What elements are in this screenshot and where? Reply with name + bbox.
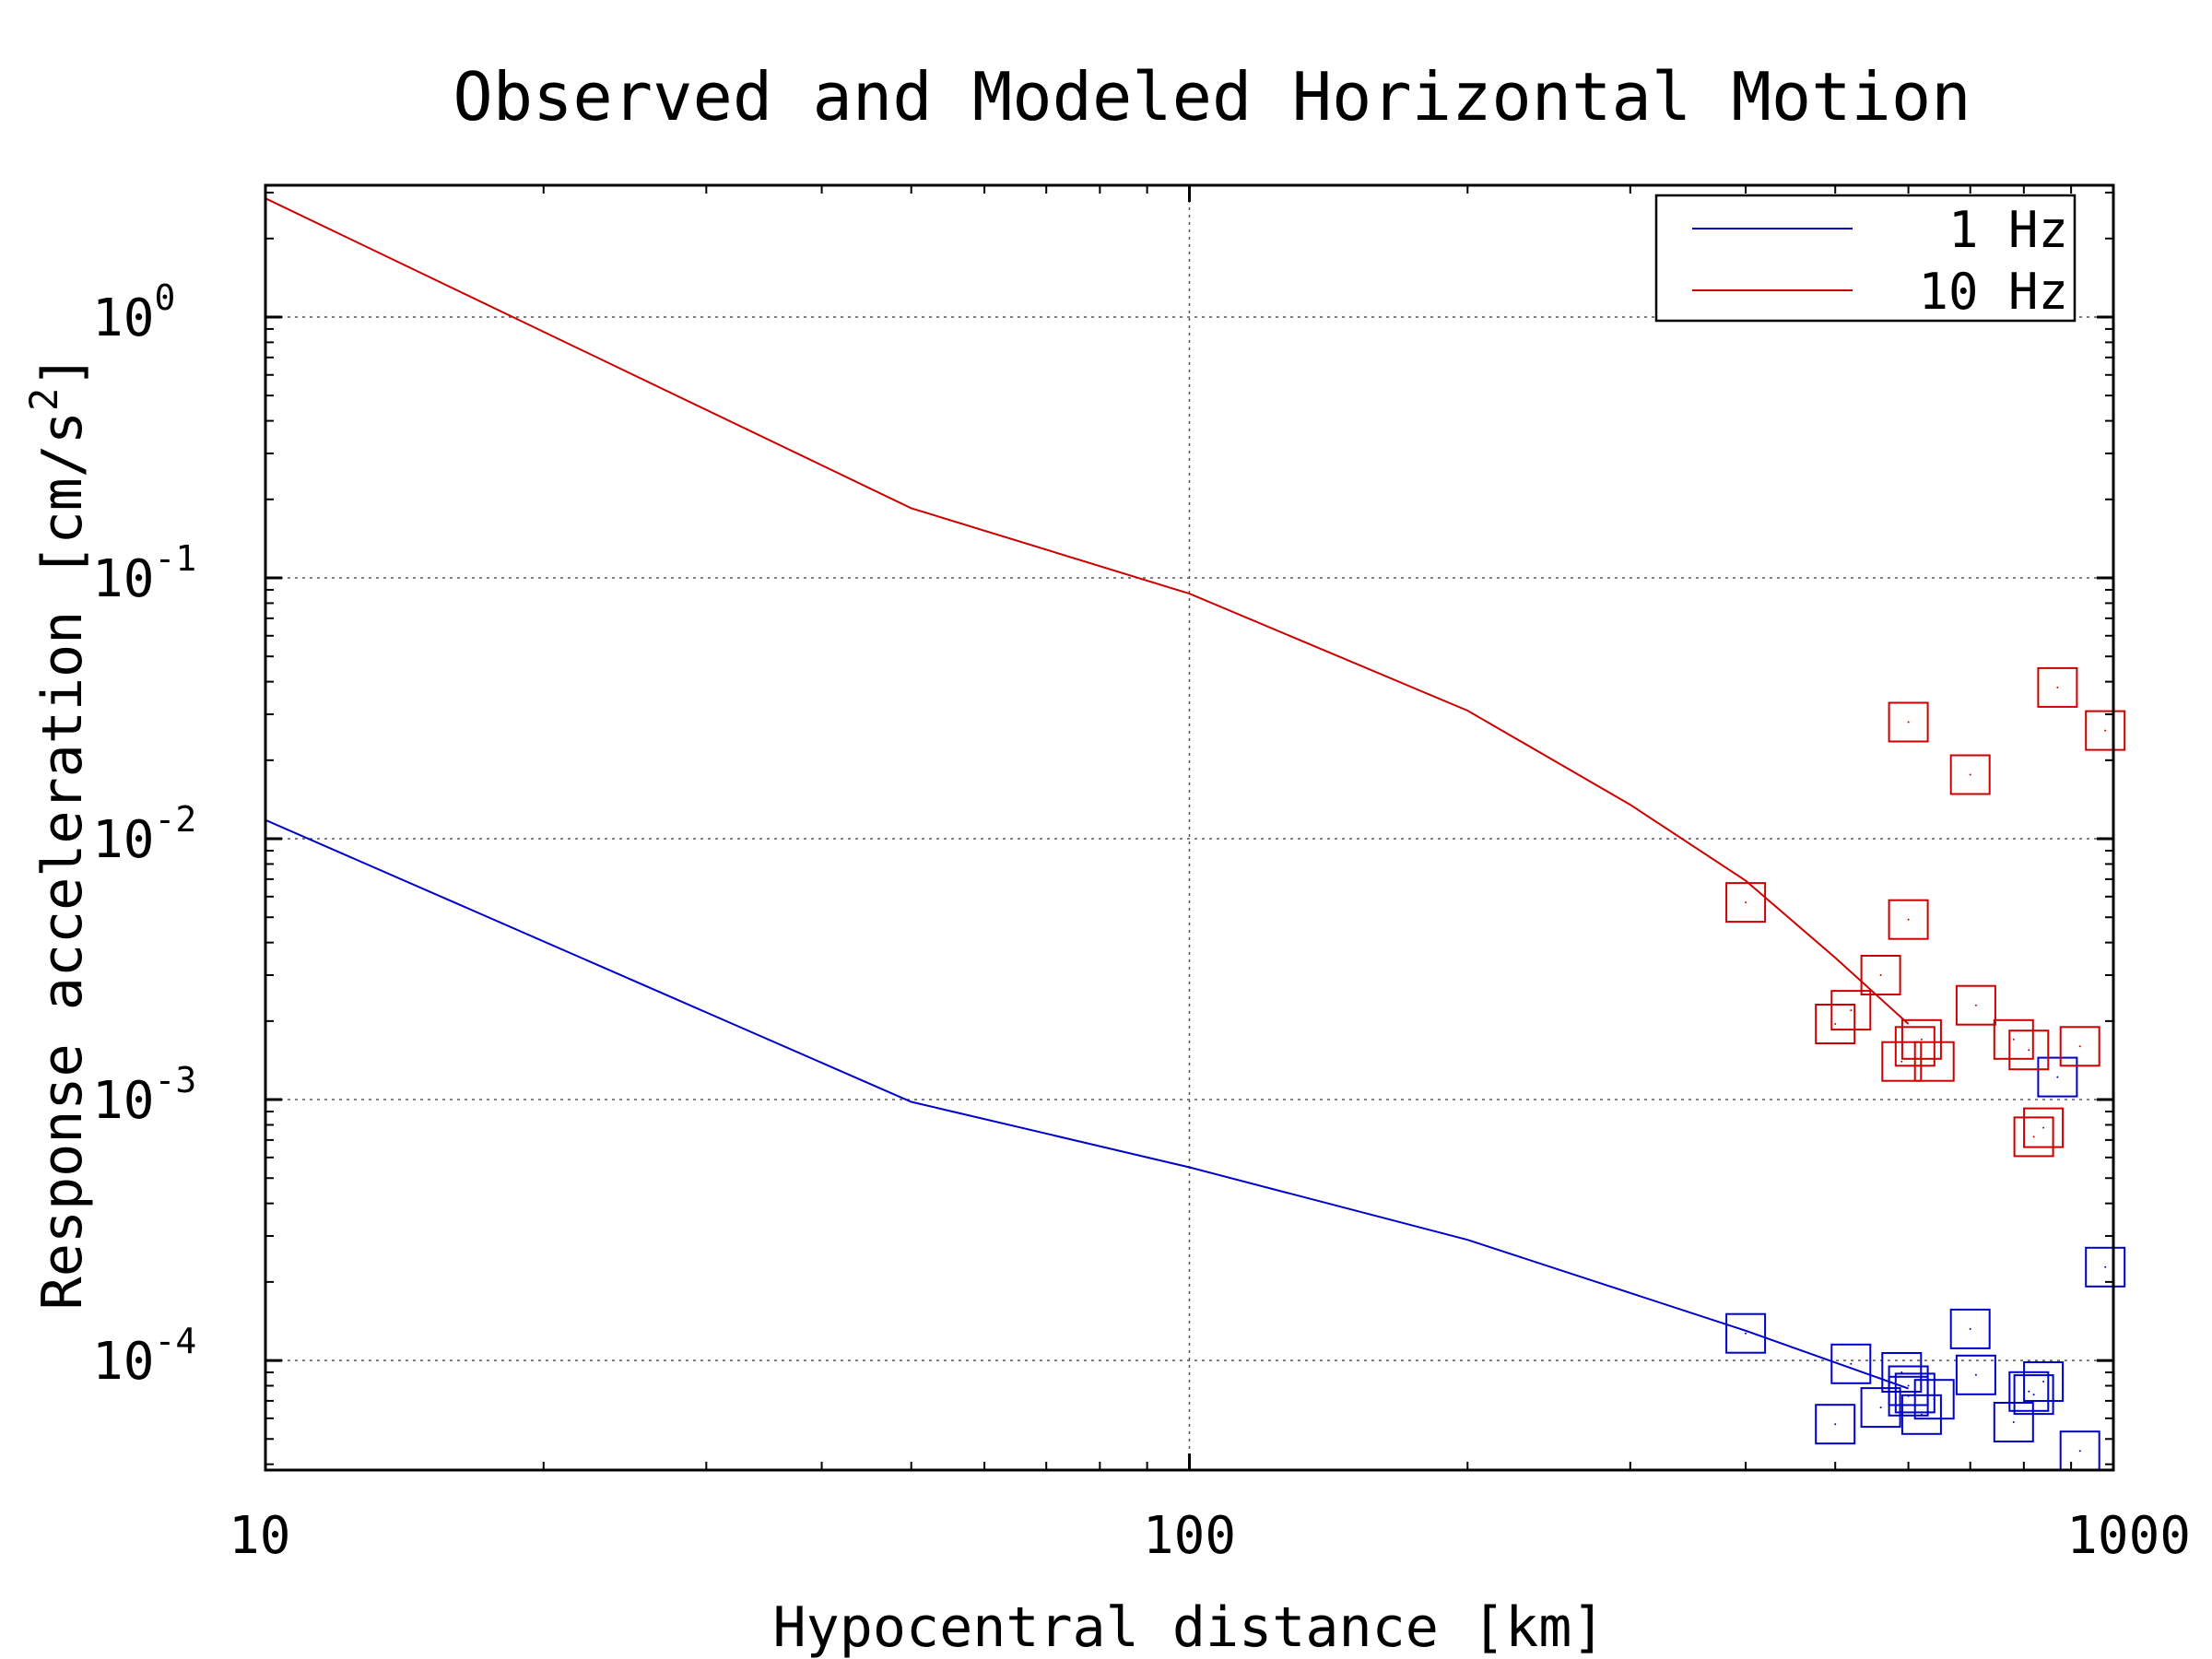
observed-point-center-10hz (2056, 686, 2059, 688)
observed-point-1hz (1913, 1379, 1955, 1420)
observed-point-10hz (1888, 899, 1929, 940)
x-axis-label: Hypocentral distance [km] (772, 1595, 1605, 1659)
y-tick-label: 10-2 (92, 799, 196, 870)
observed-point-1hz (1815, 1404, 1856, 1445)
observed-point-1hz (2008, 1371, 2050, 1412)
observed-point-10hz (2037, 666, 2078, 708)
observed-point-1hz (2085, 1246, 2126, 1288)
observed-point-10hz (1725, 882, 1767, 924)
observed-point-center-10hz (1745, 901, 1747, 904)
observed-point-1hz (1881, 1352, 1923, 1393)
observed-point-center-10hz (1969, 773, 1971, 776)
observed-point-center-1hz (1879, 1406, 1882, 1409)
y-axis-label: Response acceleration [cm/s2] (21, 355, 95, 1311)
observed-point-center-10hz (1907, 918, 1910, 921)
observed-point-1hz (1955, 1354, 1996, 1395)
y-tick-label: 100 (92, 277, 175, 348)
observed-point-center-10hz (1933, 1060, 1936, 1063)
x-tick-label: 10 (229, 1506, 290, 1566)
chart-title: Observed and Modeled Horizontal Motion (453, 58, 1971, 135)
observed-point-center-10hz (1974, 1004, 1977, 1006)
observed-point-10hz (2008, 1030, 2050, 1071)
observed-point-10hz (1949, 754, 1991, 795)
observed-points (1725, 666, 2126, 1472)
observed-point-1hz (1888, 1365, 1929, 1406)
observed-point-10hz (1900, 1018, 1942, 1060)
y-tick-label: 10-1 (92, 538, 196, 609)
observed-point-center-10hz (2028, 1049, 2030, 1052)
observed-point-center-1hz (1969, 1327, 1971, 1330)
x-tick-label: 100 (1143, 1506, 1236, 1566)
observed-point-center-10hz (1879, 974, 1882, 976)
observed-point-10hz (1993, 1018, 2034, 1060)
observed-point-1hz (2013, 1374, 2054, 1416)
observed-point-center-1hz (1920, 1413, 1923, 1416)
observed-point-center-10hz (1920, 1038, 1923, 1041)
tick-labels: 10-4 10-3 10-2 10-1 100 10 100 1000 (92, 277, 2191, 1566)
observed-point-1hz (2037, 1056, 2078, 1098)
observed-point-1hz (1949, 1308, 1991, 1349)
observed-point-1hz (2023, 1361, 2065, 1402)
observed-point-center-1hz (1834, 1423, 1837, 1426)
observed-point-center-10hz (1850, 1009, 1853, 1012)
observed-point-10hz (2059, 1026, 2100, 1067)
plot-frame (264, 183, 2115, 1472)
observed-point-10hz (1815, 1004, 1856, 1044)
legend-box (1654, 194, 2077, 323)
x-tick-label: 1000 (2066, 1506, 2191, 1566)
observed-point-center-1hz (2056, 1076, 2059, 1078)
observed-point-center-1hz (2032, 1394, 2035, 1396)
y-tick-label: 10-4 (92, 1321, 196, 1392)
observed-point-center-10hz (2012, 1038, 2015, 1041)
observed-point-center-10hz (1900, 1060, 1903, 1063)
observed-point-center-10hz (2042, 1126, 2045, 1129)
observed-point-center-1hz (1745, 1332, 1747, 1335)
model-line-10hz (265, 197, 1910, 1025)
observed-point-10hz (1830, 990, 1872, 1031)
observed-point-center-10hz (1834, 1023, 1837, 1025)
observed-point-1hz (1860, 1387, 1901, 1429)
observed-point-center-1hz (2042, 1381, 2045, 1382)
model-lines (265, 197, 1910, 1390)
model-line-1hz (265, 818, 1909, 1390)
observed-point-center-1hz (1850, 1362, 1853, 1365)
observed-point-10hz (1888, 701, 1929, 743)
observed-point-10hz (2085, 710, 2126, 751)
observed-point-center-10hz (2032, 1135, 2035, 1138)
observed-point-center-10hz (2104, 729, 2107, 732)
grid-lines (265, 185, 2113, 1470)
y-tick-label: 10-3 (92, 1060, 196, 1131)
observed-point-1hz (1830, 1343, 1872, 1384)
observed-point-center-1hz (2012, 1421, 2015, 1423)
observed-point-10hz (1913, 1041, 1955, 1082)
observed-point-10hz (1955, 984, 1996, 1026)
observed-point-1hz (1900, 1394, 1942, 1435)
observed-point-center-1hz (2078, 1450, 2081, 1453)
legend: 1 Hz 10 Hz (1654, 194, 2077, 323)
observed-point-center-10hz (1907, 721, 1910, 724)
observed-point-1hz (1725, 1312, 1767, 1354)
observed-point-center-1hz (1933, 1398, 1936, 1401)
observed-point-10hz (2013, 1116, 2054, 1158)
observed-point-center-10hz (2078, 1045, 2081, 1048)
observed-point-center-1hz (1907, 1384, 1910, 1387)
legend-label-1hz: 1 Hz (1948, 201, 2068, 259)
observed-point-10hz (2023, 1107, 2065, 1148)
observed-point-center-1hz (2104, 1265, 2107, 1268)
legend-label-10hz: 10 Hz (1918, 263, 2068, 321)
observed-point-center-1hz (2028, 1390, 2030, 1393)
observed-point-10hz (1860, 955, 1901, 995)
observed-point-center-1hz (1974, 1373, 1977, 1376)
